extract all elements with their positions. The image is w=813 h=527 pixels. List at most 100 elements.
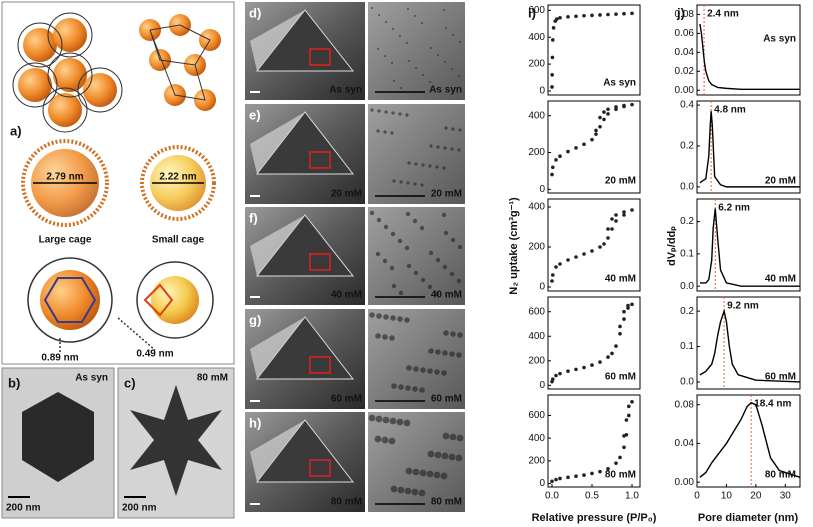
y-tick-label: 400 (528, 110, 545, 121)
data-point (558, 476, 562, 481)
pore-texture (383, 130, 387, 134)
pore-texture (421, 163, 425, 167)
sample-label: 60 mM (605, 372, 636, 383)
pore-texture (384, 110, 388, 114)
pore-texture (452, 34, 454, 36)
pore-texture (434, 369, 440, 375)
pore-texture (392, 28, 394, 30)
sample-label: 60 mM (331, 394, 362, 405)
pore-texture (427, 368, 433, 374)
y-tick-label: 0.08 (675, 9, 695, 20)
pore-texture (443, 230, 449, 236)
data-point (622, 317, 626, 321)
data-point (566, 369, 570, 374)
peak-label: 18.4 nm (754, 399, 791, 410)
pore-texture (389, 417, 397, 425)
pore-texture (368, 414, 376, 422)
y-tick-label: 200 (528, 59, 545, 70)
pore-texture (406, 181, 410, 185)
data-point (574, 146, 578, 150)
pore-texture (434, 451, 442, 459)
pore-texture (376, 313, 382, 319)
data-point (594, 132, 598, 136)
data-point (610, 227, 614, 231)
data-point (627, 404, 631, 409)
y-tick-label: 0.1 (680, 341, 694, 352)
pore-texture (405, 385, 411, 391)
pore-texture (427, 450, 435, 458)
data-point (618, 332, 622, 336)
pore-texture (443, 146, 447, 150)
pore-texture (404, 487, 412, 495)
peak-label: 6.2 nm (718, 203, 750, 214)
y-tick-label: 0.06 (675, 28, 695, 39)
pore-texture (388, 437, 396, 445)
data-point (618, 324, 622, 329)
data-point (554, 265, 558, 269)
data-point (551, 273, 555, 277)
sample-label: As syn (329, 85, 362, 96)
pore-texture (377, 48, 379, 50)
sample-label: 40 mM (765, 274, 796, 285)
panel-label: c) (124, 375, 136, 390)
data-point (614, 219, 618, 223)
plot-frame (696, 100, 801, 194)
panel-label: f) (249, 210, 258, 225)
pore-texture (429, 144, 433, 148)
y-tick-label: 0.1 (680, 249, 694, 260)
pore-texture (400, 87, 402, 89)
crystal-face (250, 420, 305, 482)
pore-texture (406, 263, 412, 269)
data-point (630, 302, 634, 307)
panel-label: j) (676, 5, 685, 20)
x-tick-label: 0.0 (545, 491, 559, 502)
pore-texture (437, 54, 439, 56)
data-point (622, 434, 626, 438)
pore-texture (412, 386, 418, 392)
cage-cluster-right (139, 14, 221, 111)
pore-texture (413, 366, 419, 372)
data-point (590, 13, 594, 18)
pore-texture (435, 349, 441, 355)
data-point (590, 471, 594, 476)
pore-texture (383, 224, 389, 230)
data-point (555, 17, 559, 21)
data-point (606, 227, 610, 231)
data-point (594, 128, 598, 133)
pore-texture (442, 350, 448, 356)
pore-texture (449, 433, 457, 441)
y-tick-label: 0.00 (675, 85, 695, 96)
pore-texture (375, 333, 381, 339)
data-point (614, 105, 618, 109)
pore-texture (397, 238, 403, 244)
pore-texture (376, 129, 380, 133)
plot-frame (547, 100, 641, 194)
data-point (566, 149, 570, 154)
x-tick-label: 30 (780, 491, 792, 502)
x-axis-label: Relative pressure (P/P₀) (532, 512, 657, 524)
pore-texture (411, 488, 419, 496)
plot-frame (696, 296, 801, 390)
data-point (606, 112, 610, 116)
data-point (574, 367, 578, 372)
pore-texture (428, 250, 434, 256)
data-point (590, 137, 594, 142)
data-point (574, 14, 578, 19)
data-point (550, 85, 554, 89)
pore-texture (440, 472, 448, 480)
sample-label: As syn (429, 85, 462, 96)
sample-label: 40 mM (331, 290, 362, 301)
data-point (554, 477, 558, 482)
pore-texture (413, 182, 417, 186)
data-point (610, 351, 614, 356)
pore-texture (414, 15, 416, 17)
pore-texture (445, 27, 447, 29)
y-tick-label: 0 (539, 478, 545, 489)
data-point (624, 418, 629, 422)
data-point (610, 217, 614, 221)
sample-label: 80 mM (605, 470, 636, 481)
data-point (614, 461, 618, 465)
pore-texture (415, 67, 417, 69)
scale-label: 200 nm (122, 503, 157, 514)
